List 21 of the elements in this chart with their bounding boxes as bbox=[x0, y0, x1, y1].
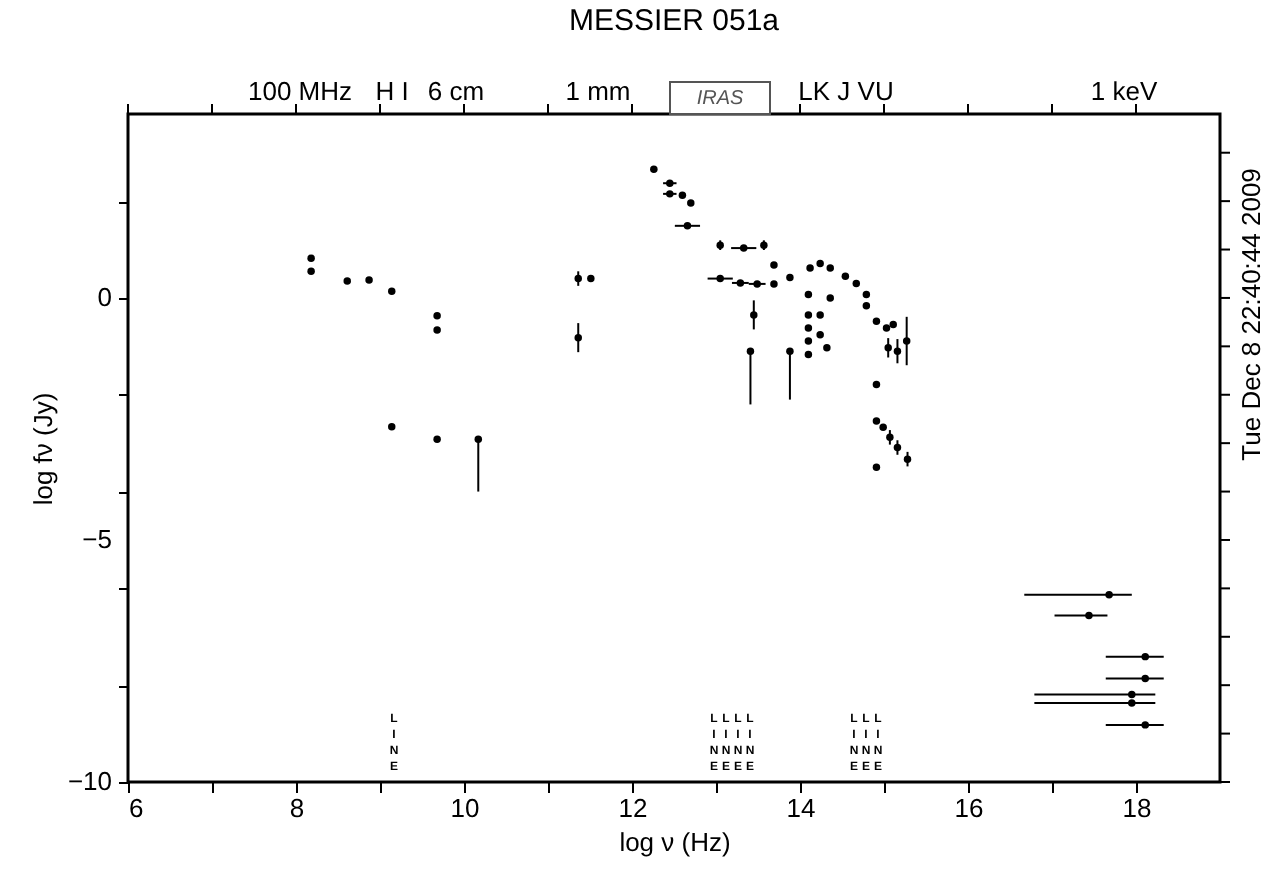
x-tick-label: 18 bbox=[1122, 793, 1152, 823]
y-tick-label: 0 bbox=[97, 281, 112, 312]
text: H I bbox=[375, 76, 409, 106]
text: IRAS bbox=[696, 88, 744, 110]
text: 1 mm bbox=[565, 76, 631, 106]
y-axis-title: log fν (Jy) bbox=[28, 392, 58, 506]
text: LK J VU bbox=[798, 76, 894, 106]
text: Tue Dec 8 22:40:44 2009 bbox=[1236, 168, 1266, 461]
x-axis-title: log ν (Hz) bbox=[619, 827, 731, 857]
x-tick-label: 8 bbox=[289, 793, 305, 823]
text: 1 keV bbox=[1090, 76, 1158, 106]
x-tick-label: 12 bbox=[618, 793, 648, 823]
text: 6 cm bbox=[427, 76, 485, 106]
y-tick-label: −10 bbox=[67, 766, 112, 796]
x-tick-label: 14 bbox=[786, 793, 816, 823]
x-tick-label: 6 bbox=[129, 793, 144, 823]
x-tick-label: 16 bbox=[954, 793, 984, 823]
text: 100 MHz bbox=[247, 76, 353, 106]
x-tick-label: 10 bbox=[450, 793, 480, 823]
y-tick-label: −5 bbox=[82, 523, 112, 554]
chart-title: MESSIER 051a bbox=[568, 4, 781, 38]
